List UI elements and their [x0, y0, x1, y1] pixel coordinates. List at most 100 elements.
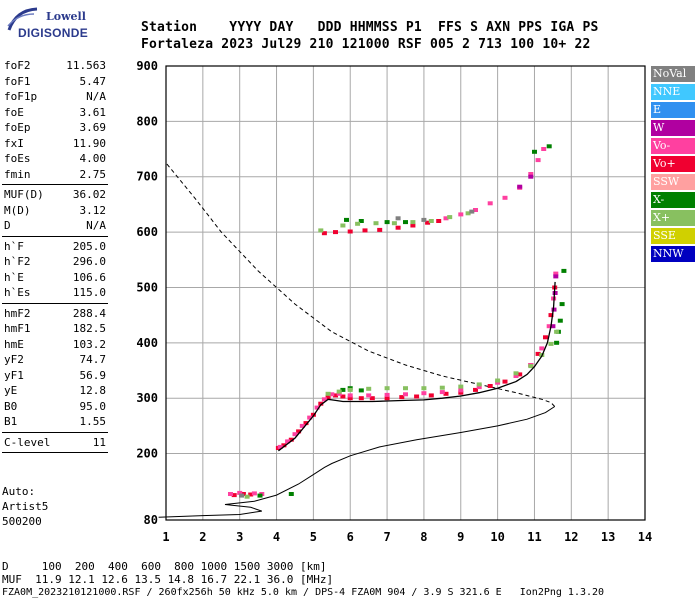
- echo-point-vominus: [439, 390, 445, 395]
- parameter-group-true-heights: hmF2 288.4 hmF1 182.5 hmE 103.2 yF2 74.7 yF1 56.9…: [2, 306, 108, 430]
- parameter-divider: [2, 431, 108, 433]
- echo-point-w: [553, 274, 559, 279]
- x-tick-label: 1: [162, 530, 169, 544]
- parameter-group-virtual-heights: h`F 205.0 h`F2 296.0 h`E 106.6 h`Es 115.0: [2, 239, 108, 301]
- autoscaling-info: Auto: Artist5 500200: [2, 484, 48, 529]
- echo-point-xminus: [384, 220, 390, 225]
- parameter-row: hmF1 182.5: [2, 321, 108, 337]
- parameter-name: foF1p: [4, 90, 38, 103]
- echo-point-vominus: [277, 444, 283, 449]
- parameter-value: 11.90: [72, 136, 106, 150]
- parameter-value: 74.7: [79, 353, 107, 366]
- echo-point-vominus: [513, 374, 519, 378]
- x-tick-label: 12: [564, 530, 578, 544]
- footer-distance-row: D 100 200 400 600 800 1000 1500 3000 [km…: [2, 560, 327, 573]
- echo-point-voplus: [428, 393, 434, 398]
- echo-point-voplus: [502, 379, 508, 384]
- parameter-name: foEs: [4, 152, 31, 165]
- echo-point-voplus: [395, 225, 401, 230]
- parameter-name: foF2: [4, 59, 31, 72]
- y-tick-label: 700: [136, 170, 158, 184]
- parameter-row: h`Es 115.0: [2, 285, 108, 301]
- echo-point-vominus: [539, 346, 545, 351]
- parameter-value: 1.55: [79, 415, 107, 428]
- echo-point-vominus: [347, 393, 353, 398]
- echo-point-voplus: [535, 351, 541, 356]
- logo-digisonde-text: DIGISONDE: [18, 26, 89, 40]
- parameter-value: 4.00: [79, 152, 107, 165]
- parameter-value: 115.0: [72, 286, 106, 299]
- polarization-legend: NoVal NNE E W Vo- Vo+ SSW X- X+ SSE NNW: [651, 66, 695, 264]
- echo-point-noval: [395, 216, 401, 221]
- scaled-trace-line: [278, 281, 556, 452]
- legend-item-e: E: [651, 102, 695, 118]
- parameter-group-muf: MUF(D) 36.02 M(D) 3.12 D N/A: [2, 187, 108, 234]
- echo-point-xplus: [447, 215, 453, 220]
- parameter-name: yF1: [4, 368, 24, 382]
- echo-point-voplus: [369, 396, 375, 401]
- echo-point-xplus: [325, 391, 331, 396]
- echo-point-xplus: [391, 221, 397, 226]
- parameter-name: MUF(D): [4, 188, 44, 201]
- echo-point-w: [552, 291, 558, 295]
- echo-point-voplus: [325, 395, 331, 400]
- parameter-value: 56.9: [79, 368, 107, 382]
- parameter-row: foF1 5.47: [2, 74, 108, 90]
- echo-point-voplus: [425, 220, 431, 225]
- legend-item-noval: NoVal: [651, 66, 695, 82]
- parameter-row: yE 12.8: [2, 383, 108, 399]
- echo-point-vominus: [553, 271, 559, 276]
- parameter-name: yF2: [4, 353, 24, 366]
- parameter-value: 11: [92, 435, 106, 449]
- parameter-name: C-level: [4, 435, 51, 449]
- echo-point-voplus: [384, 396, 390, 401]
- echo-point-xplus: [373, 221, 379, 226]
- parameter-name: h`E: [4, 270, 24, 284]
- echo-point-xminus: [288, 492, 294, 496]
- parameter-row: foF2 11.563: [2, 58, 108, 74]
- echo-point-vominus: [228, 492, 233, 496]
- echo-point-vominus: [251, 491, 257, 496]
- echo-point-xplus: [336, 389, 342, 394]
- echo-point-voplus: [548, 313, 554, 318]
- echo-point-xminus: [340, 387, 346, 392]
- ionogram-chart: 1 2 3 4 5 6 7 8 9 10 11 12 13 14802003004005006007008…: [136, 59, 652, 544]
- parameter-row: yF1 56.9: [2, 368, 108, 384]
- echo-point-xplus: [554, 329, 560, 334]
- parameter-divider: [2, 184, 108, 185]
- echo-point-voplus: [347, 396, 353, 401]
- echo-point-vominus: [487, 201, 493, 206]
- echo-point-vominus: [321, 397, 327, 402]
- echo-point-vominus: [237, 490, 243, 495]
- y-tick-label: 800: [136, 114, 158, 128]
- station-header-labels: Station YYYY DAY DDD HHMMSS P1 FFS S AXN…: [141, 20, 599, 35]
- echo-point-xminus: [358, 388, 364, 393]
- echo-point-voplus: [296, 429, 302, 434]
- echo-point-xminus: [554, 340, 560, 345]
- echo-point-voplus: [340, 394, 346, 399]
- x-tick-label: 4: [273, 530, 280, 544]
- y-tick-label: 600: [136, 225, 158, 239]
- echo-point-voplus: [487, 384, 493, 388]
- echo-point-xminus: [358, 219, 364, 223]
- echo-point-xplus: [355, 221, 361, 226]
- echo-point-noval: [421, 217, 427, 222]
- parameter-name: hmE: [4, 337, 24, 351]
- parameter-value: 12.8: [79, 384, 107, 397]
- parameter-row: h`F2 296.0: [2, 254, 108, 270]
- parameter-name: fxI: [4, 136, 24, 150]
- echo-point-vominus: [299, 423, 305, 428]
- x-tick-label: 9: [457, 530, 464, 544]
- auto-program: Artist5: [2, 500, 49, 513]
- footer-file-info: FZA0M_2023210121000.RSF / 260fx256h 50 k…: [2, 587, 605, 598]
- parameter-value: 3.69: [79, 121, 107, 134]
- parameter-name: B0: [4, 399, 18, 413]
- electron-density-profile-line: [158, 406, 555, 518]
- parameter-row: h`F 205.0: [2, 239, 108, 255]
- x-tick-label: 5: [310, 530, 317, 544]
- echo-point-w: [517, 184, 523, 189]
- scaled-parameters-panel: foF2 11.563 foF1 5.47 foF1p N/A foE 3.61 foEp 3.6…: [2, 58, 108, 455]
- x-tick-label: 14: [638, 530, 652, 544]
- parameter-row: foEp 3.69: [2, 120, 108, 136]
- parameter-name: D: [4, 219, 11, 232]
